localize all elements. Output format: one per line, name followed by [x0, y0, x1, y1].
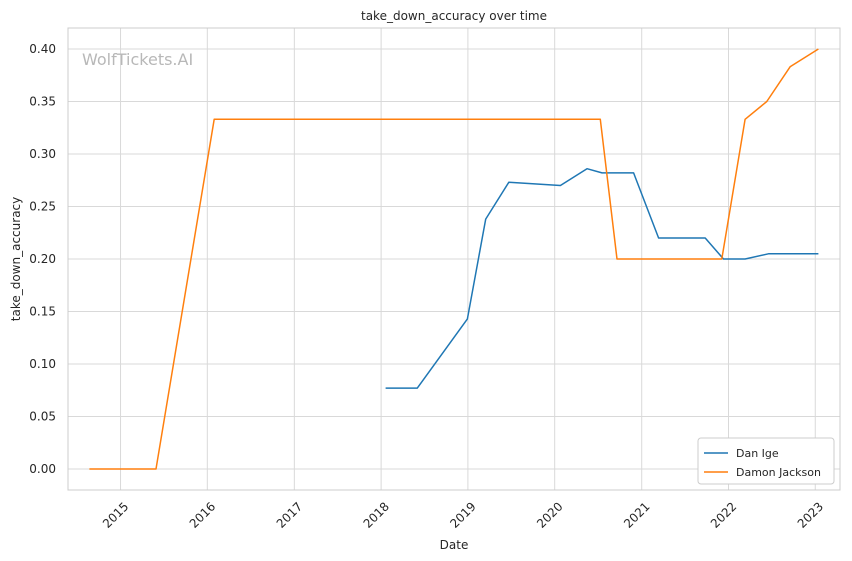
- y-axis-label: take_down_accuracy: [9, 197, 23, 321]
- y-tick-label: 0.00: [29, 462, 56, 476]
- y-tick-label: 0.25: [29, 200, 56, 214]
- x-tick-labels: 2015 2016 2017 2018 2019 2020 2021 2022 2023: [100, 499, 826, 530]
- legend-box: [697, 437, 835, 485]
- chart-title: take_down_accuracy over time: [361, 9, 547, 23]
- x-tick-label: 2017: [274, 499, 305, 530]
- x-tick-label: 2021: [621, 499, 652, 530]
- series-line-damon-jackson: [89, 48, 819, 470]
- y-tick-label: 0.30: [29, 147, 56, 161]
- x-tick-label: 2023: [795, 499, 826, 530]
- x-tick-label: 2015: [100, 499, 131, 530]
- x-tick-label: 2016: [187, 499, 218, 530]
- x-axis-label: Date: [440, 538, 469, 552]
- series-layer: [89, 48, 819, 470]
- watermark: WolfTickets.AI: [82, 50, 193, 69]
- legend-label-dan-ige: Dan Ige: [736, 447, 779, 460]
- y-tick-label: 0.05: [29, 410, 56, 424]
- series-line-dan-ige: [385, 167, 819, 389]
- y-tick-label: 0.40: [29, 42, 56, 56]
- plot-area-border: [67, 27, 841, 491]
- legend-label-damon-jackson: Damon Jackson: [736, 466, 821, 479]
- x-tick-label: 2022: [708, 499, 739, 530]
- x-tick-label: 2020: [534, 499, 565, 530]
- x-tick-label: 2019: [447, 499, 478, 530]
- x-tick-label: 2018: [361, 499, 392, 530]
- y-tick-label: 0.20: [29, 252, 56, 266]
- y-tick-label: 0.35: [29, 95, 56, 109]
- y-tick-label: 0.15: [29, 305, 56, 319]
- legend: Dan Ige Damon Jackson: [697, 437, 835, 485]
- grid-layer: [68, 28, 840, 490]
- y-tick-labels: 0.00 0.05 0.10 0.15 0.20 0.25 0.30 0.35 0.40: [29, 42, 56, 476]
- y-tick-label: 0.10: [29, 357, 56, 371]
